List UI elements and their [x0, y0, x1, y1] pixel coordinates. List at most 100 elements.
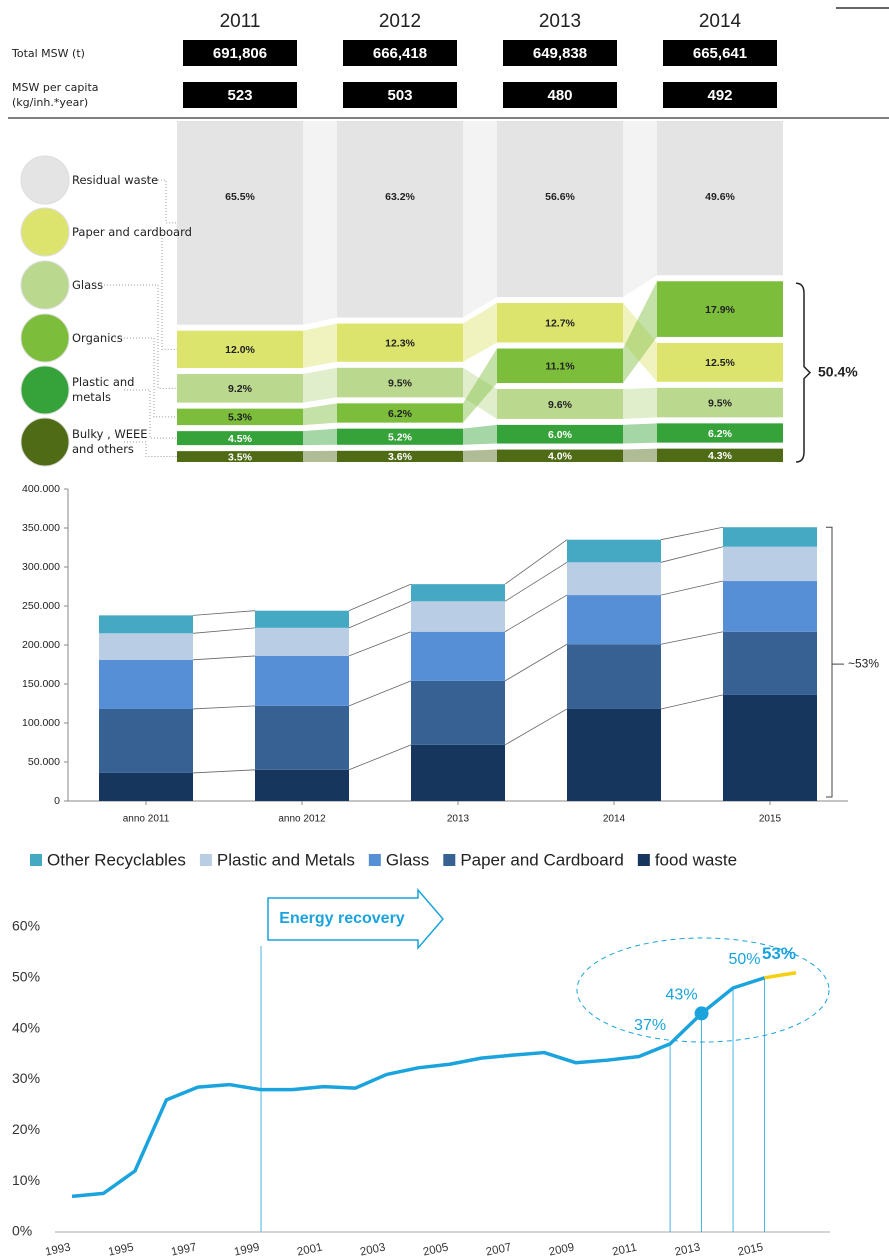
legend-swatch	[20, 155, 70, 205]
end-label: 53%	[762, 944, 796, 963]
row-value: 503	[387, 87, 412, 104]
x-tick-label: 2011	[611, 1242, 638, 1256]
value-label: 43%	[666, 987, 698, 1004]
y-tick-label: 400.000	[22, 483, 60, 495]
segment-label: 5.3%	[228, 412, 253, 424]
flow	[623, 387, 657, 419]
legend-swatch	[20, 260, 70, 310]
legend-label: Glass	[386, 850, 429, 869]
legend-swatch	[30, 854, 42, 866]
row-label: MSW per capita (kg/inh.*year)	[12, 81, 99, 109]
x-tick-label: 2007	[485, 1242, 513, 1256]
segment-label: 9.5%	[708, 397, 733, 409]
segment	[337, 121, 463, 318]
row-value: 649,838	[533, 45, 587, 62]
segment	[177, 330, 303, 369]
connector	[192, 655, 256, 661]
row-value: 492	[707, 87, 732, 104]
legend-swatch	[20, 417, 70, 467]
year-label: 2011	[220, 11, 261, 32]
flow	[303, 428, 337, 446]
legend-label: Plastic and metals	[72, 375, 135, 404]
x-tick-label: 1997	[170, 1242, 198, 1256]
segment-label: 6.2%	[708, 428, 733, 440]
segment-label: 9.6%	[548, 399, 573, 411]
segment	[177, 451, 303, 462]
value-box	[343, 40, 457, 66]
x-tick-label: anno 2011	[123, 814, 170, 825]
segment-label: 5.2%	[388, 431, 413, 443]
segment-label: 11.1%	[545, 361, 575, 373]
year-label: 2013	[539, 11, 581, 32]
y-tick-label: 100.000	[22, 717, 60, 729]
y-tick-label: 200.000	[22, 639, 60, 651]
connector	[348, 680, 412, 707]
legend-label: Bulky , WEEE and others	[72, 427, 148, 456]
segment	[337, 428, 463, 445]
flow	[303, 121, 337, 325]
y-tick-label: 20%	[12, 1121, 40, 1137]
segment	[497, 121, 623, 298]
legend-label: Paper and cardboard	[72, 224, 192, 239]
legend-label: Residual waste	[72, 172, 159, 187]
bar-segment	[99, 659, 193, 709]
segment-label: 63.2%	[385, 191, 415, 203]
segment	[657, 121, 783, 276]
bar-segment	[255, 769, 349, 801]
segment-label: 12.7%	[545, 318, 575, 330]
y-tick-label: 60%	[12, 918, 40, 934]
segment-label: 3.5%	[228, 451, 253, 463]
segment-label: 9.5%	[388, 377, 413, 389]
y-tick-label: 250.000	[22, 600, 60, 612]
legend-swatch	[637, 854, 650, 866]
bar-segment	[99, 633, 193, 660]
y-tick-label: 40%	[12, 1019, 40, 1035]
bar-segment	[255, 610, 349, 628]
flow	[303, 403, 337, 426]
segment	[177, 431, 303, 446]
legend-swatch	[20, 313, 70, 363]
connector	[504, 539, 568, 585]
legend-swatch	[443, 854, 456, 866]
segment	[177, 408, 303, 426]
segment-label: 6.2%	[388, 408, 413, 420]
leader-line	[92, 284, 177, 389]
flow	[463, 121, 497, 318]
flow	[303, 323, 337, 369]
segment	[497, 348, 623, 384]
connector	[192, 627, 256, 634]
legend-swatch	[20, 365, 70, 415]
segment	[337, 367, 463, 398]
segment	[657, 342, 783, 382]
legend-label: Glass	[72, 277, 104, 292]
bar-segment	[255, 627, 349, 656]
value-box	[503, 82, 617, 108]
y-tick-label: 350.000	[22, 522, 60, 534]
segment	[657, 423, 783, 443]
connector	[660, 526, 724, 541]
connector	[504, 708, 568, 746]
connector	[348, 631, 412, 657]
x-tick-label: 1999	[233, 1242, 261, 1256]
connector	[660, 694, 724, 710]
x-tick-label: 2009	[548, 1242, 576, 1256]
segment-label: 4.5%	[228, 433, 253, 445]
bar-segment	[723, 694, 817, 801]
legend-swatch	[20, 207, 70, 257]
x-tick-label: 2013	[447, 814, 470, 825]
connector	[192, 769, 256, 774]
value-box	[343, 82, 457, 108]
segment-label: 12.5%	[705, 357, 735, 369]
flow	[623, 281, 657, 384]
connector	[348, 600, 412, 629]
bar-segment	[411, 601, 505, 632]
bar-segment	[567, 595, 661, 645]
bracket-label: 50.4%	[818, 363, 858, 379]
value-label: 50%	[728, 951, 760, 968]
value-box	[503, 40, 617, 66]
y-tick-label: 0	[54, 795, 60, 807]
connector	[504, 561, 568, 602]
legend-label: food waste	[655, 850, 737, 869]
energy-arrow	[267, 887, 444, 951]
